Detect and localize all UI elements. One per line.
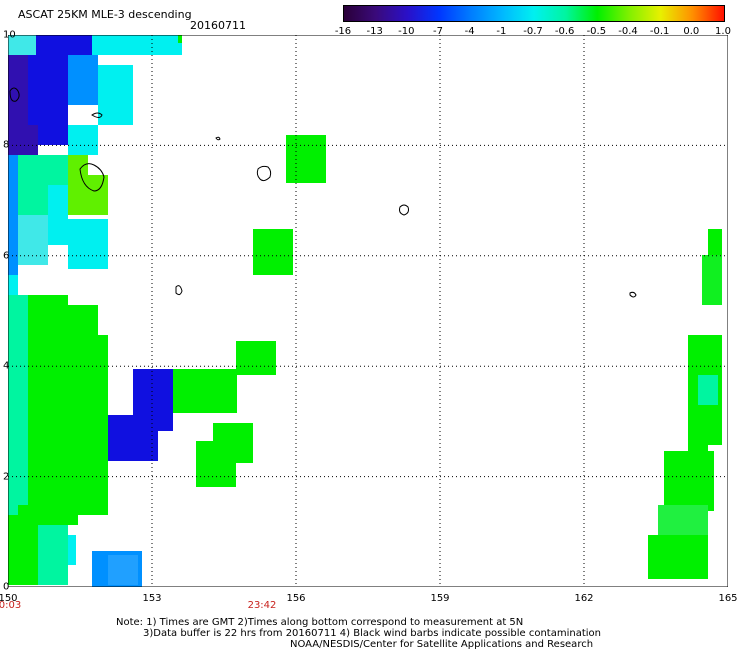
lon-tick-label: 153 — [142, 593, 162, 604]
island-outline — [91, 112, 103, 118]
note-line-3: NOAA/NESDIS/Center for Satellite Applica… — [290, 639, 594, 650]
swath-cell — [108, 415, 158, 461]
swath-cells — [8, 35, 722, 587]
swath-cell — [702, 255, 722, 305]
lat-tick-label: 8 — [3, 139, 10, 151]
island-outline — [399, 204, 409, 216]
swath-cell — [68, 219, 108, 269]
swath-cell — [68, 55, 98, 105]
swath-cell — [178, 35, 182, 43]
colorbar-tick-label: -10 — [398, 26, 415, 37]
swath-cell — [28, 335, 108, 515]
colorbar-tick-label: -1 — [496, 26, 507, 37]
swath-cell — [38, 125, 68, 145]
colorbar — [343, 5, 725, 22]
map-plot — [8, 35, 728, 587]
colorbar-tick-label: -0.5 — [586, 26, 607, 37]
lon-tick-label: 165 — [718, 593, 738, 604]
swath-cell — [28, 55, 68, 125]
swath-cell — [48, 215, 68, 245]
swath-cell — [68, 305, 98, 335]
lat-tick-label: 0 — [3, 581, 10, 593]
swath-cell — [8, 125, 38, 155]
swath-cell — [38, 525, 68, 585]
swath-cell — [28, 295, 68, 335]
island-outline — [175, 285, 183, 296]
island-outline — [629, 291, 637, 298]
coastlines — [9, 87, 637, 298]
lon-tick-label: 150 — [0, 593, 18, 604]
lon-tick-label: 156 — [286, 593, 306, 604]
colorbar-tick-label: -0.6 — [554, 26, 575, 37]
swath-cell — [286, 135, 326, 183]
lon-tick-label: 159 — [430, 593, 450, 604]
map-title: ASCAT 25KM MLE-3 descending — [18, 8, 192, 21]
swath-cell — [108, 555, 138, 585]
swath-cell — [236, 341, 276, 375]
colorbar-tick-label: -0.4 — [618, 26, 638, 37]
swath-cell — [8, 55, 28, 135]
island-outline — [9, 87, 20, 102]
time-label-start: 0:03 — [0, 600, 22, 611]
swath-cell — [253, 229, 293, 275]
colorbar-tick-label: -0.1 — [649, 26, 670, 37]
island-outline — [79, 163, 105, 192]
swath-cell — [664, 451, 714, 511]
colorbar-tick-label: -7 — [433, 26, 443, 37]
swath-cell — [8, 275, 18, 295]
swath-cell — [92, 35, 132, 55]
colorbar-tick-label: -4 — [464, 26, 475, 37]
swath-cell — [64, 35, 92, 55]
note-line-1: Note: 1) Times are GMT 2)Times along bot… — [116, 617, 524, 628]
lat-tick-label: 4 — [3, 360, 10, 372]
grid-lines — [8, 35, 728, 587]
swath-cell — [648, 535, 708, 579]
swath-cell — [68, 175, 108, 215]
note-line-2: 3)Data buffer is 22 hrs from 20160711 4)… — [143, 628, 601, 639]
swath-cell — [68, 155, 88, 175]
swath-cell — [8, 155, 18, 275]
colorbar-tick-label: -16 — [334, 26, 352, 37]
island-outline — [215, 136, 221, 141]
island-outline — [256, 165, 272, 182]
swath-cell — [173, 369, 237, 413]
swath-cell — [48, 185, 68, 215]
swath-cell — [18, 155, 68, 185]
colorbar-tick-label: -0.7 — [523, 26, 543, 37]
swath-cell — [132, 35, 182, 55]
lat-tick-label: 6 — [3, 250, 10, 262]
swath-cell — [18, 505, 78, 525]
colorbar-tick-label: 1.0 — [715, 26, 731, 37]
time-label-end: 23:42 — [247, 600, 277, 611]
colorbar-tick-label: 0.0 — [683, 26, 700, 37]
colorbar-tick-label: -13 — [366, 26, 383, 37]
swath-cell — [68, 535, 76, 565]
swath-cell — [698, 375, 718, 405]
swath-cell — [18, 215, 48, 265]
map-date: 20160711 — [190, 19, 246, 32]
lon-tick-label: 162 — [574, 593, 594, 604]
swath-cell — [196, 441, 236, 487]
lat-tick-label: 10 — [3, 29, 16, 41]
swath-cell — [98, 65, 133, 125]
swath-cell — [68, 125, 98, 155]
lat-tick-label: 2 — [3, 471, 10, 483]
